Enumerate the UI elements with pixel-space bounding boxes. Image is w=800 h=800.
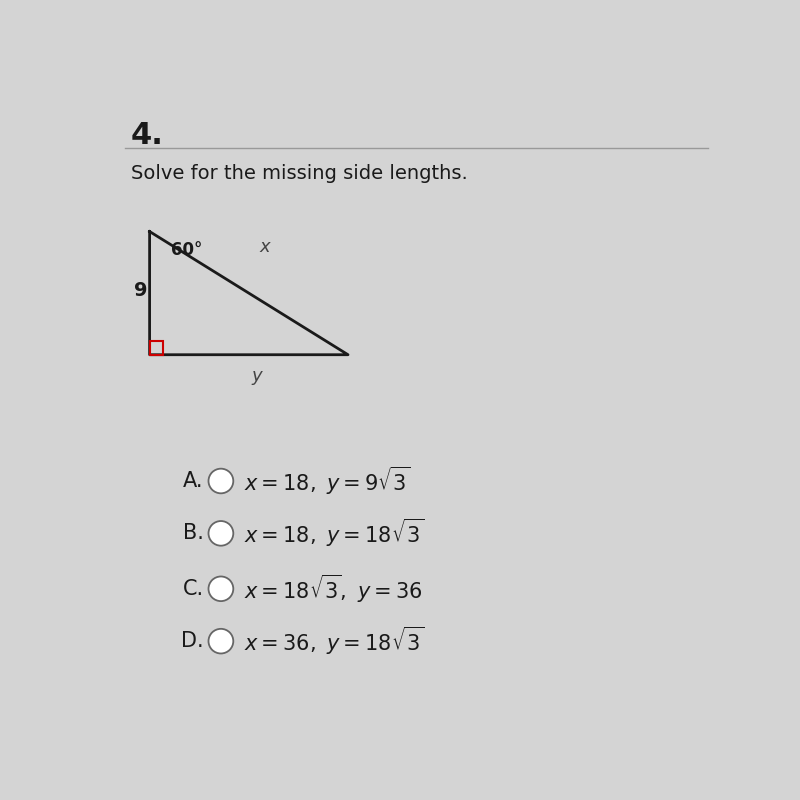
Text: 4.: 4. [131,121,164,150]
Text: D.: D. [181,631,203,651]
Text: 9: 9 [134,281,147,299]
Text: Solve for the missing side lengths.: Solve for the missing side lengths. [131,164,468,182]
Circle shape [209,469,234,494]
Text: y: y [252,367,262,386]
Text: $x = 18,\ y = 9\sqrt{3}$: $x = 18,\ y = 9\sqrt{3}$ [245,465,411,497]
Bar [150,341,163,354]
Text: $x = 36,\ y = 18\sqrt{3}$: $x = 36,\ y = 18\sqrt{3}$ [245,625,425,658]
Circle shape [209,577,234,601]
Text: $x = 18\sqrt{3},\ y = 36$: $x = 18\sqrt{3},\ y = 36$ [245,573,423,605]
Text: C.: C. [182,579,203,598]
Text: B.: B. [182,523,203,543]
Text: $x = 18,\ y = 18\sqrt{3}$: $x = 18,\ y = 18\sqrt{3}$ [245,518,425,550]
Circle shape [209,629,234,654]
Text: 60°: 60° [171,241,202,258]
Text: x: x [260,238,270,256]
Text: A.: A. [183,471,203,491]
Circle shape [209,521,234,546]
